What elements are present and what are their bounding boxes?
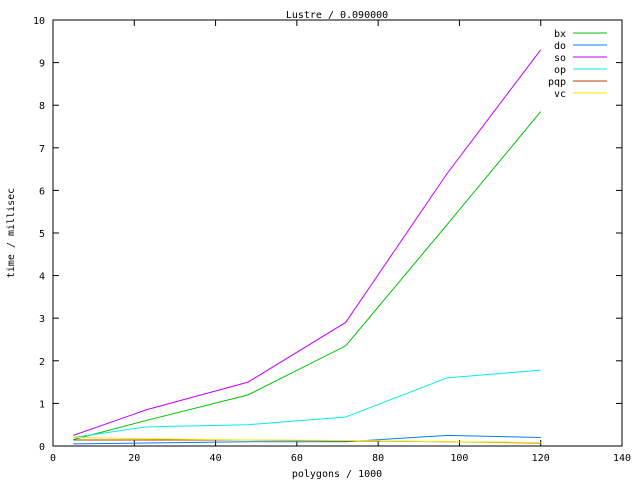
legend-label-vc: vc bbox=[554, 89, 566, 100]
x-tick-label: 20 bbox=[128, 453, 140, 464]
y-tick-label: 0 bbox=[39, 442, 45, 453]
series-line-so bbox=[73, 49, 542, 436]
legend-label-do: do bbox=[554, 41, 566, 52]
plot-frame bbox=[52, 19, 623, 447]
x-tick-label: 0 bbox=[50, 453, 56, 464]
y-axis-label: time / millisec bbox=[6, 188, 17, 278]
legend-label-so: so bbox=[554, 53, 566, 64]
y-tick-label: 3 bbox=[39, 314, 45, 325]
series-line-op bbox=[73, 369, 541, 438]
y-tick-label: 2 bbox=[39, 357, 45, 368]
legend-label-bx: bx bbox=[554, 29, 566, 40]
x-tick-label: 40 bbox=[210, 453, 222, 464]
legend-label-op: op bbox=[554, 65, 566, 76]
x-tick-label: 100 bbox=[450, 453, 468, 464]
x-tick-label: 80 bbox=[372, 453, 384, 464]
series-line-vc bbox=[73, 436, 541, 444]
y-tick-label: 5 bbox=[39, 229, 45, 240]
chart-title: Lustre / 0.090000 bbox=[286, 10, 388, 21]
y-tick-label: 7 bbox=[39, 144, 45, 155]
x-tick-label: 60 bbox=[291, 453, 303, 464]
y-tick-label: 1 bbox=[39, 399, 45, 410]
y-tick-label: 10 bbox=[33, 16, 45, 27]
x-tick-label: 120 bbox=[532, 453, 550, 464]
series-line-bx bbox=[73, 111, 542, 441]
y-tick-label: 6 bbox=[39, 186, 45, 197]
y-tick-label: 4 bbox=[39, 272, 45, 283]
x-axis-label: polygons / 1000 bbox=[292, 469, 382, 480]
series-line-do bbox=[73, 434, 541, 445]
x-tick-label: 140 bbox=[613, 453, 631, 464]
y-tick-label: 9 bbox=[39, 59, 45, 70]
y-tick-label: 8 bbox=[39, 101, 45, 112]
legend-label-pqp: pqp bbox=[548, 77, 566, 88]
